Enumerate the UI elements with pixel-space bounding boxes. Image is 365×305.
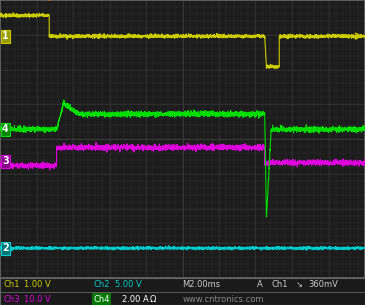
Text: Ω: Ω — [150, 295, 156, 303]
Text: 1: 1 — [2, 31, 9, 41]
Text: M2.00ms: M2.00ms — [182, 280, 220, 289]
Text: 360mV: 360mV — [308, 280, 338, 289]
Text: 2.00 A: 2.00 A — [122, 295, 149, 303]
Text: Ch2: Ch2 — [93, 280, 110, 289]
Text: Ch1: Ch1 — [272, 280, 288, 289]
Text: 4: 4 — [2, 124, 9, 134]
Text: A: A — [257, 280, 263, 289]
Text: 10.0 V: 10.0 V — [24, 295, 50, 303]
Text: Ch1: Ch1 — [4, 280, 20, 289]
Text: 1.00 V: 1.00 V — [24, 280, 50, 289]
Text: www.cntronics.com: www.cntronics.com — [182, 295, 264, 303]
Text: Ch4: Ch4 — [93, 295, 110, 303]
Text: 2: 2 — [2, 243, 9, 253]
Text: 5.00 V: 5.00 V — [115, 280, 142, 289]
Text: ↘: ↘ — [296, 280, 303, 289]
Text: Ch3: Ch3 — [4, 295, 20, 303]
Text: 3: 3 — [2, 156, 9, 166]
